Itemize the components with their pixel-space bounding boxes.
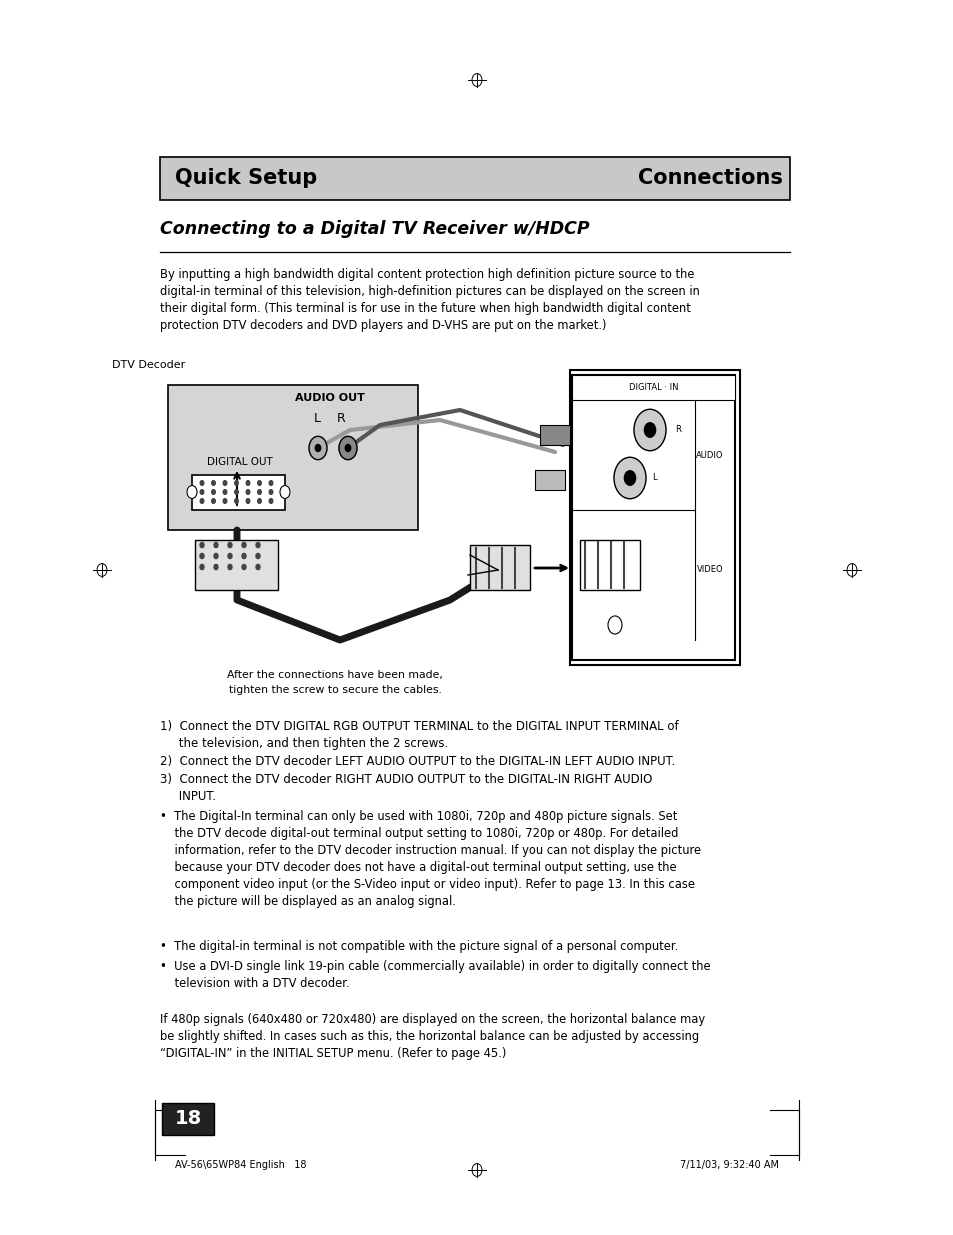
Text: VIDEO: VIDEO (696, 566, 722, 574)
Circle shape (280, 485, 290, 499)
FancyBboxPatch shape (162, 1103, 213, 1135)
Circle shape (223, 480, 227, 485)
Circle shape (269, 480, 273, 485)
Text: 3)  Connect the DTV decoder RIGHT AUDIO OUTPUT to the DIGITAL-IN RIGHT AUDIO
   : 3) Connect the DTV decoder RIGHT AUDIO O… (160, 773, 652, 803)
Circle shape (213, 553, 218, 558)
Text: Connecting to a Digital TV Receiver w/HDCP: Connecting to a Digital TV Receiver w/HD… (160, 220, 589, 238)
FancyBboxPatch shape (572, 375, 734, 659)
Text: R: R (675, 426, 680, 435)
FancyBboxPatch shape (160, 157, 789, 200)
Circle shape (213, 564, 218, 569)
Text: 18: 18 (174, 1109, 201, 1129)
Circle shape (223, 489, 227, 494)
Circle shape (269, 499, 273, 504)
Text: By inputting a high bandwidth digital content protection high definition picture: By inputting a high bandwidth digital co… (160, 268, 700, 332)
Text: DTV Decoder: DTV Decoder (112, 359, 186, 370)
Circle shape (223, 499, 227, 504)
FancyBboxPatch shape (579, 540, 639, 590)
Text: 2)  Connect the DTV decoder LEFT AUDIO OUTPUT to the DIGITAL-IN LEFT AUDIO INPUT: 2) Connect the DTV decoder LEFT AUDIO OU… (160, 755, 675, 768)
Circle shape (246, 489, 250, 494)
Circle shape (234, 499, 238, 504)
Circle shape (228, 542, 232, 547)
Circle shape (255, 553, 260, 558)
Text: tighten the screw to secure the cables.: tighten the screw to secure the cables. (229, 685, 441, 695)
FancyBboxPatch shape (192, 475, 285, 510)
Circle shape (200, 480, 204, 485)
Text: Connections: Connections (638, 168, 782, 189)
Circle shape (614, 457, 645, 499)
Circle shape (187, 485, 196, 499)
Circle shape (242, 542, 246, 547)
Circle shape (255, 564, 260, 569)
Circle shape (257, 480, 261, 485)
Text: 7/11/03, 9:32:40 AM: 7/11/03, 9:32:40 AM (679, 1160, 779, 1170)
Text: L: L (651, 473, 656, 483)
Circle shape (624, 471, 635, 485)
Circle shape (634, 409, 665, 451)
Circle shape (234, 480, 238, 485)
Circle shape (315, 445, 320, 452)
Circle shape (257, 499, 261, 504)
Circle shape (246, 480, 250, 485)
Circle shape (228, 564, 232, 569)
Text: After the connections have been made,: After the connections have been made, (227, 671, 442, 680)
Circle shape (345, 445, 351, 452)
Text: DIGITAL OUT: DIGITAL OUT (207, 457, 273, 467)
Circle shape (212, 480, 215, 485)
Text: •  The Digital-In terminal can only be used with 1080i, 720p and 480p picture si: • The Digital-In terminal can only be us… (160, 810, 700, 908)
Circle shape (213, 542, 218, 547)
Circle shape (269, 489, 273, 494)
Text: AUDIO OUT: AUDIO OUT (294, 393, 365, 403)
Circle shape (200, 542, 204, 547)
FancyBboxPatch shape (470, 545, 530, 590)
Text: If 480p signals (640x480 or 720x480) are displayed on the screen, the horizontal: If 480p signals (640x480 or 720x480) are… (160, 1013, 704, 1060)
Circle shape (200, 564, 204, 569)
FancyBboxPatch shape (572, 375, 734, 400)
Circle shape (309, 436, 327, 459)
Circle shape (212, 489, 215, 494)
Circle shape (200, 553, 204, 558)
Circle shape (242, 553, 246, 558)
FancyBboxPatch shape (168, 385, 417, 530)
Circle shape (257, 489, 261, 494)
Text: •  The digital-in terminal is not compatible with the picture signal of a person: • The digital-in terminal is not compati… (160, 940, 678, 953)
Text: Quick Setup: Quick Setup (174, 168, 317, 189)
FancyBboxPatch shape (539, 425, 569, 445)
FancyBboxPatch shape (194, 540, 277, 590)
Circle shape (200, 499, 204, 504)
Circle shape (242, 564, 246, 569)
Text: AUDIO: AUDIO (696, 451, 723, 459)
Circle shape (607, 616, 621, 634)
Circle shape (200, 489, 204, 494)
Circle shape (212, 499, 215, 504)
Circle shape (643, 422, 655, 437)
Circle shape (246, 499, 250, 504)
Circle shape (338, 436, 356, 459)
Text: •  Use a DVI-D single link 19-pin cable (commercially available) in order to dig: • Use a DVI-D single link 19-pin cable (… (160, 960, 710, 990)
Text: L    R: L R (314, 411, 346, 425)
Circle shape (228, 553, 232, 558)
Text: AV-56\65WP84 English   18: AV-56\65WP84 English 18 (174, 1160, 306, 1170)
Circle shape (234, 489, 238, 494)
Text: DIGITAL · IN: DIGITAL · IN (628, 383, 678, 391)
Circle shape (255, 542, 260, 547)
FancyBboxPatch shape (535, 471, 564, 490)
Text: 1)  Connect the DTV DIGITAL RGB OUTPUT TERMINAL to the DIGITAL INPUT TERMINAL of: 1) Connect the DTV DIGITAL RGB OUTPUT TE… (160, 720, 678, 750)
